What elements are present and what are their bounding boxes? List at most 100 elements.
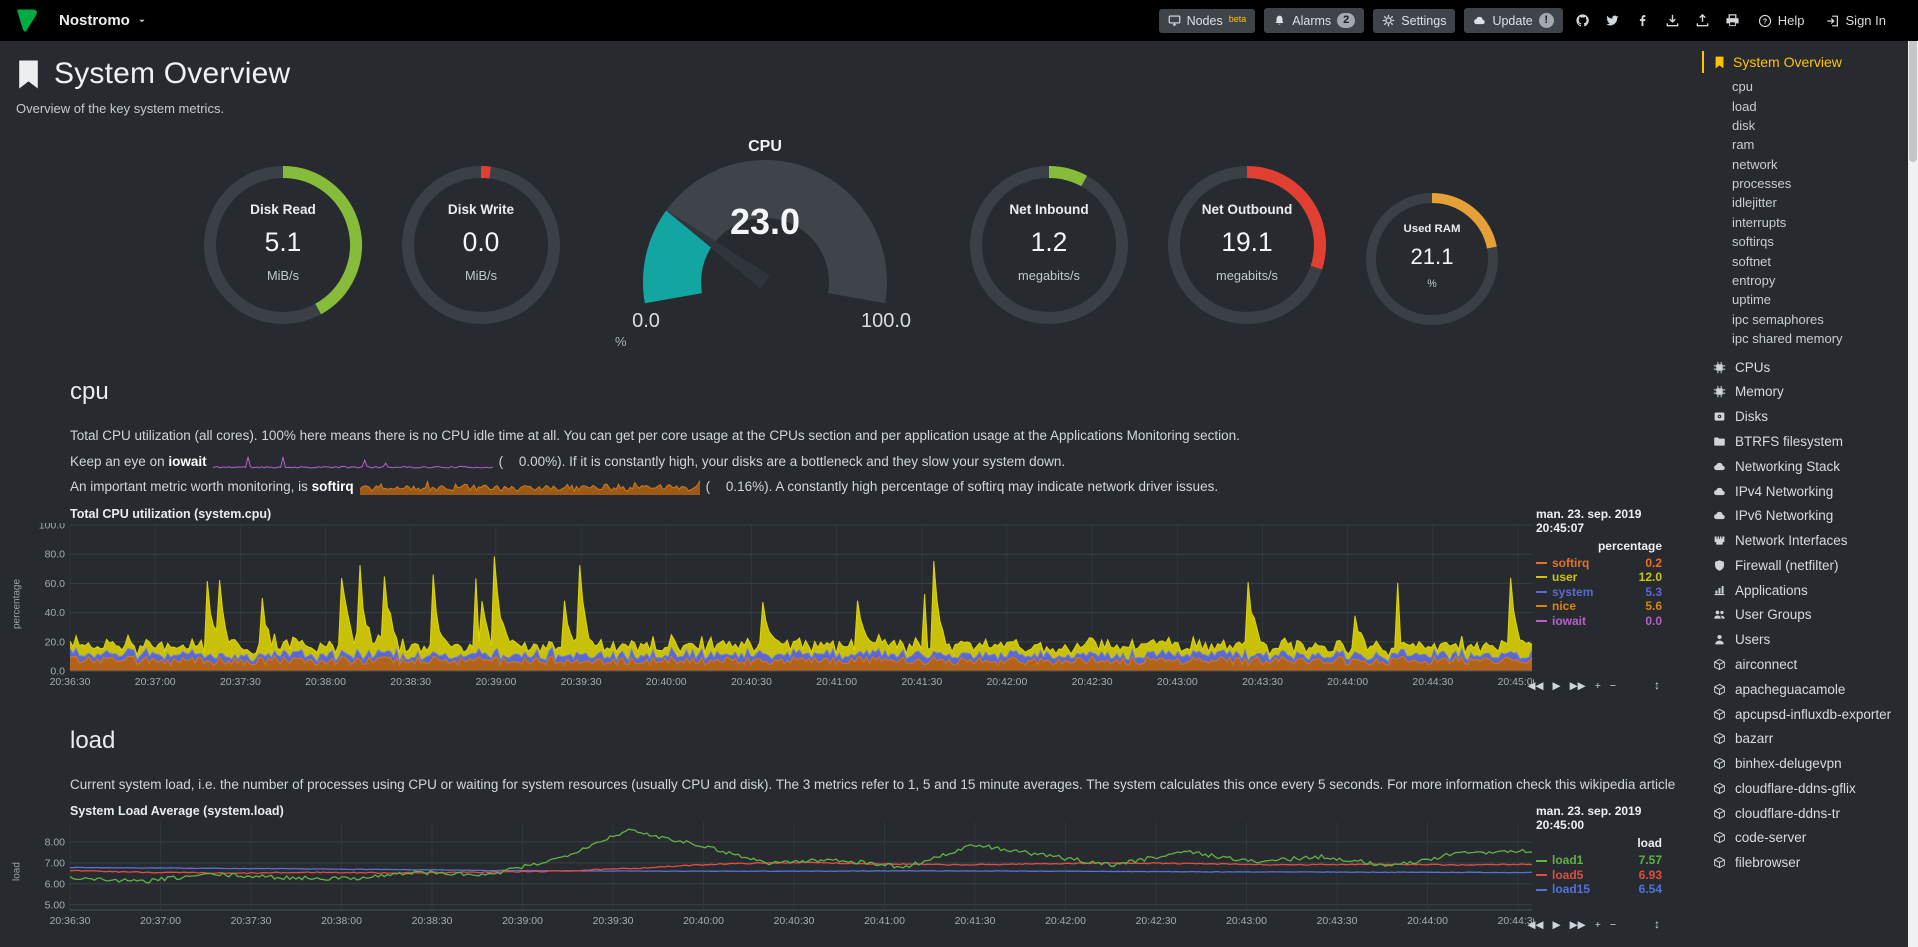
- sidebar-item-cloudflare-ddns-tr[interactable]: cloudflare-ddns-tr: [1702, 801, 1908, 826]
- sidebar-subitem-ipc-shared-memory[interactable]: ipc shared memory: [1732, 331, 1843, 347]
- sidebar-subitem-softnet[interactable]: softnet: [1732, 253, 1772, 269]
- github-button[interactable]: [1572, 10, 1593, 31]
- sidebar-item-ipv6-networking[interactable]: IPv6 Networking: [1702, 504, 1908, 529]
- legend-item-load1[interactable]: load1 7.57: [1536, 853, 1662, 868]
- sidebar-item-networking-stack[interactable]: Networking Stack: [1702, 454, 1908, 479]
- sidebar-subitem-ipc-semaphores[interactable]: ipc semaphores: [1732, 311, 1824, 327]
- gauge-title: Used RAM: [1403, 223, 1461, 235]
- caret-down-icon: [137, 16, 147, 26]
- legend-item-system[interactable]: system 5.3: [1536, 585, 1662, 600]
- sidebar-subitem-cpu[interactable]: cpu: [1732, 79, 1753, 95]
- export-snapshot-button[interactable]: [1662, 10, 1683, 31]
- chart-zoom-in-button[interactable]: +: [1594, 679, 1601, 692]
- bookmark-icon: [16, 59, 41, 90]
- signin-button[interactable]: Sign In: [1820, 12, 1892, 29]
- legend-item-iowait[interactable]: iowait 0.0: [1536, 614, 1662, 629]
- cpu-chart-plot[interactable]: 20:36:30 20:37:00 20:37:30 20:38:00 20:38:30…: [24, 523, 1534, 693]
- sidebar-item-apacheguacamole[interactable]: apacheguacamole: [1702, 677, 1908, 702]
- gauge-net-outbound[interactable]: Net Outbound 19.1 megabits/s: [1167, 165, 1327, 325]
- sidebar-subitem-processes[interactable]: processes: [1732, 176, 1792, 192]
- chart-zoom-out-button[interactable]: −: [1609, 919, 1616, 932]
- sidebar-item-label: apacheguacamole: [1735, 681, 1846, 697]
- legend-item-load5[interactable]: load5 6.93: [1536, 868, 1662, 883]
- sidebar-item-filebrowser[interactable]: filebrowser: [1702, 851, 1908, 876]
- nodes-button[interactable]: Nodes beta: [1158, 8, 1256, 33]
- chart-resize-handle[interactable]: ↕: [1654, 917, 1660, 932]
- gauge-value: 21.1: [1410, 244, 1454, 269]
- print-button[interactable]: [1722, 10, 1743, 31]
- sidebar-subitem-load[interactable]: load: [1732, 98, 1757, 114]
- softirq-sparkline[interactable]: [359, 477, 700, 496]
- svg-text:7.00: 7.00: [45, 858, 66, 870]
- update-button[interactable]: Update !: [1464, 8, 1563, 33]
- sidebar-item-cpus[interactable]: CPUs: [1702, 355, 1908, 380]
- netdata-logo[interactable]: [14, 7, 41, 34]
- chart-zoom-in-button[interactable]: +: [1594, 919, 1601, 932]
- sidebar-item-bazarr[interactable]: bazarr: [1702, 727, 1908, 752]
- shield-icon: [1713, 559, 1727, 572]
- svg-text:20:43:00: 20:43:00: [1226, 915, 1267, 927]
- settings-button[interactable]: Settings: [1373, 8, 1456, 33]
- import-snapshot-button[interactable]: [1692, 10, 1713, 31]
- sidebar-item-users[interactable]: Users: [1702, 628, 1908, 653]
- sidebar-item-firewall-netfilter[interactable]: Firewall (netfilter): [1702, 554, 1908, 579]
- sidebar-item-ipv4-networking[interactable]: IPv4 Networking: [1702, 479, 1908, 504]
- sidebar-subitem-interrupts[interactable]: interrupts: [1732, 214, 1787, 230]
- sidebar-item-apcupsd-influxdb-exporter[interactable]: apcupsd-influxdb-exporter: [1702, 702, 1908, 727]
- load-chart-plot[interactable]: 20:36:30 20:37:00 20:37:30 20:38:00 20:38:30…: [24, 820, 1534, 932]
- sidebar-subitem-ram[interactable]: ram: [1732, 137, 1755, 153]
- alarms-button[interactable]: Alarms 2: [1264, 8, 1365, 33]
- chart-resize-handle[interactable]: ↕: [1654, 677, 1660, 692]
- chart-play-button[interactable]: ▶: [1552, 679, 1561, 692]
- sidebar-subitem-entropy[interactable]: entropy: [1732, 272, 1776, 288]
- sidebar-item-label: Firewall (netfilter): [1735, 557, 1839, 573]
- sidebar-subitem-disk[interactable]: disk: [1732, 117, 1756, 133]
- svg-text:20:39:30: 20:39:30: [561, 676, 602, 688]
- scrollbar[interactable]: [1908, 0, 1918, 947]
- legend-item-load15[interactable]: load15 6.54: [1536, 882, 1662, 897]
- scrollbar-thumb[interactable]: [1909, 2, 1917, 162]
- chart-pan-backward-button[interactable]: ◀◀: [1527, 679, 1544, 692]
- sidebar-item-network-interfaces[interactable]: Network Interfaces: [1702, 529, 1908, 554]
- chart-play-button[interactable]: ▶: [1552, 919, 1561, 932]
- sidebar-item-memory[interactable]: Memory: [1702, 380, 1908, 405]
- cloud-icon: [1713, 460, 1727, 473]
- sidebar-subitem-network[interactable]: network: [1732, 156, 1778, 172]
- main-content: System Overview Overview of the key syst…: [0, 41, 1702, 932]
- legend-item-softirq[interactable]: softirq 0.2: [1536, 556, 1662, 571]
- help-button[interactable]: ? Help: [1752, 12, 1811, 29]
- gauge-disk-read[interactable]: Disk Read 5.1 MiB/s: [203, 165, 363, 325]
- sidebar-subitem-uptime[interactable]: uptime: [1732, 292, 1772, 308]
- sidebar-item-label: bazarr: [1735, 731, 1774, 747]
- gauge-net-inbound[interactable]: Net Inbound 1.2 megabits/s: [969, 165, 1129, 325]
- sidebar-item-airconnect[interactable]: airconnect: [1702, 653, 1908, 678]
- chart-pan-forward-button[interactable]: ▶▶: [1569, 919, 1586, 932]
- sidebar-item-cloudflare-ddns-gflix[interactable]: cloudflare-ddns-gflix: [1702, 777, 1908, 802]
- gauge-cpu[interactable]: CPU 23.0 0.0 100.0%: [605, 138, 925, 349]
- chart-pan-backward-button[interactable]: ◀◀: [1527, 919, 1544, 932]
- sidebar-item-code-server[interactable]: code-server: [1702, 826, 1908, 851]
- legend-item-nice[interactable]: nice 5.6: [1536, 599, 1662, 614]
- sidebar-subitem-softirqs[interactable]: softirqs: [1732, 234, 1774, 250]
- gauge-unit: megabits/s: [1216, 268, 1278, 283]
- wikipedia-link[interactable]: wikipedia article: [1579, 776, 1676, 792]
- gauge-used-ram[interactable]: Used RAM 21.1%: [1365, 192, 1499, 326]
- gauge-unit: MiB/s: [465, 268, 497, 283]
- sidebar-item-disks[interactable]: Disks: [1702, 405, 1908, 430]
- chart-pan-forward-button[interactable]: ▶▶: [1569, 679, 1586, 692]
- gauge-disk-write[interactable]: Disk Write 0.0 MiB/s: [401, 165, 561, 325]
- chart-zoom-out-button[interactable]: −: [1609, 679, 1616, 692]
- sidebar-item-system-overview[interactable]: System Overview: [1702, 51, 1908, 73]
- iowait-sparkline[interactable]: [212, 452, 493, 470]
- gauge-value: 1.2: [1030, 227, 1068, 257]
- svg-text:20:40:00: 20:40:00: [646, 676, 687, 688]
- sidebar-subitem-idlejitter[interactable]: idlejitter: [1732, 195, 1777, 211]
- sidebar-item-applications[interactable]: Applications: [1702, 578, 1908, 603]
- sidebar-item-binhex-delugevpn[interactable]: binhex-delugevpn: [1702, 752, 1908, 777]
- twitter-button[interactable]: [1602, 10, 1623, 31]
- hostname-dropdown[interactable]: Nostromo: [59, 12, 147, 29]
- sidebar-item-btrfs-filesystem[interactable]: BTRFS filesystem: [1702, 430, 1908, 455]
- legend-item-user[interactable]: user 12.0: [1536, 570, 1662, 585]
- sidebar-item-user-groups[interactable]: User Groups: [1702, 603, 1908, 628]
- facebook-button[interactable]: [1632, 10, 1653, 31]
